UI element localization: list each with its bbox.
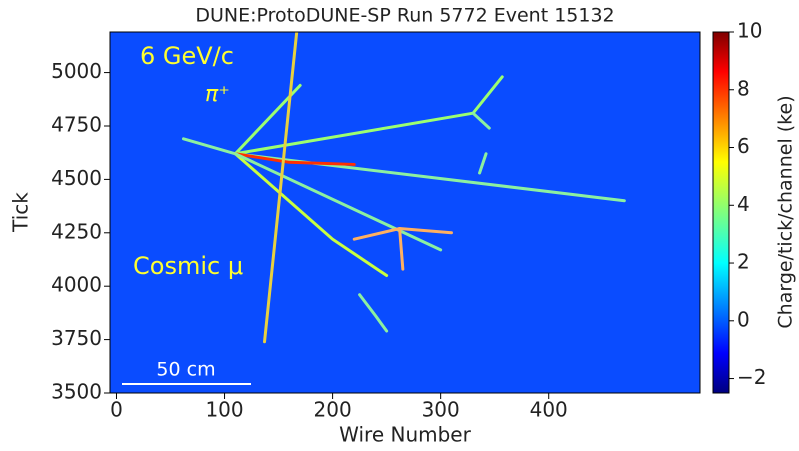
y-tick-label: 4000 bbox=[51, 273, 102, 297]
y-tick-label: 4500 bbox=[51, 166, 102, 190]
track bbox=[358, 293, 389, 333]
x-tick-label: 0 bbox=[110, 398, 123, 422]
track bbox=[181, 137, 237, 156]
y-tick-label: 5000 bbox=[51, 59, 102, 83]
colorbar-tick-label: 2 bbox=[737, 250, 750, 274]
track bbox=[233, 152, 356, 166]
colorbar-tick-label: 10 bbox=[737, 19, 762, 43]
colorbar bbox=[712, 31, 730, 394]
track bbox=[478, 152, 488, 175]
annotation: Cosmic μ bbox=[133, 252, 243, 280]
y-tick-label: 4250 bbox=[51, 219, 102, 243]
plot-frame bbox=[109, 31, 701, 394]
x-tick-label: 300 bbox=[422, 398, 460, 422]
track bbox=[263, 32, 299, 344]
annotation: 50 cm bbox=[156, 359, 215, 381]
annotation: 6 GeV/c bbox=[140, 42, 234, 70]
plot-background bbox=[110, 32, 700, 393]
y-tick-label: 3500 bbox=[51, 380, 102, 404]
annotation: π⁺ bbox=[205, 82, 230, 107]
track bbox=[233, 152, 389, 278]
colorbar-tick-label: 8 bbox=[737, 76, 750, 100]
x-tick-label: 100 bbox=[205, 398, 243, 422]
colorbar-label: Charge/tick/channel (ke) bbox=[775, 95, 797, 328]
track bbox=[233, 152, 443, 252]
colorbar-tick-label: 6 bbox=[737, 134, 750, 158]
y-axis-label: Tick bbox=[9, 192, 33, 233]
chart-title: DUNE:ProtoDUNE-SP Run 5772 Event 15132 bbox=[195, 5, 614, 27]
x-tick-label: 400 bbox=[530, 398, 568, 422]
track bbox=[471, 111, 491, 130]
colorbar-tick-label: 0 bbox=[737, 307, 750, 331]
colorbar-tick-label: 4 bbox=[737, 192, 750, 216]
x-axis-label: Wire Number bbox=[339, 423, 471, 447]
y-tick-label: 3750 bbox=[51, 326, 102, 350]
x-tick-label: 200 bbox=[314, 398, 352, 422]
colorbar-tick-label: −2 bbox=[737, 365, 766, 389]
y-tick-label: 4750 bbox=[51, 112, 102, 136]
track bbox=[398, 227, 405, 271]
